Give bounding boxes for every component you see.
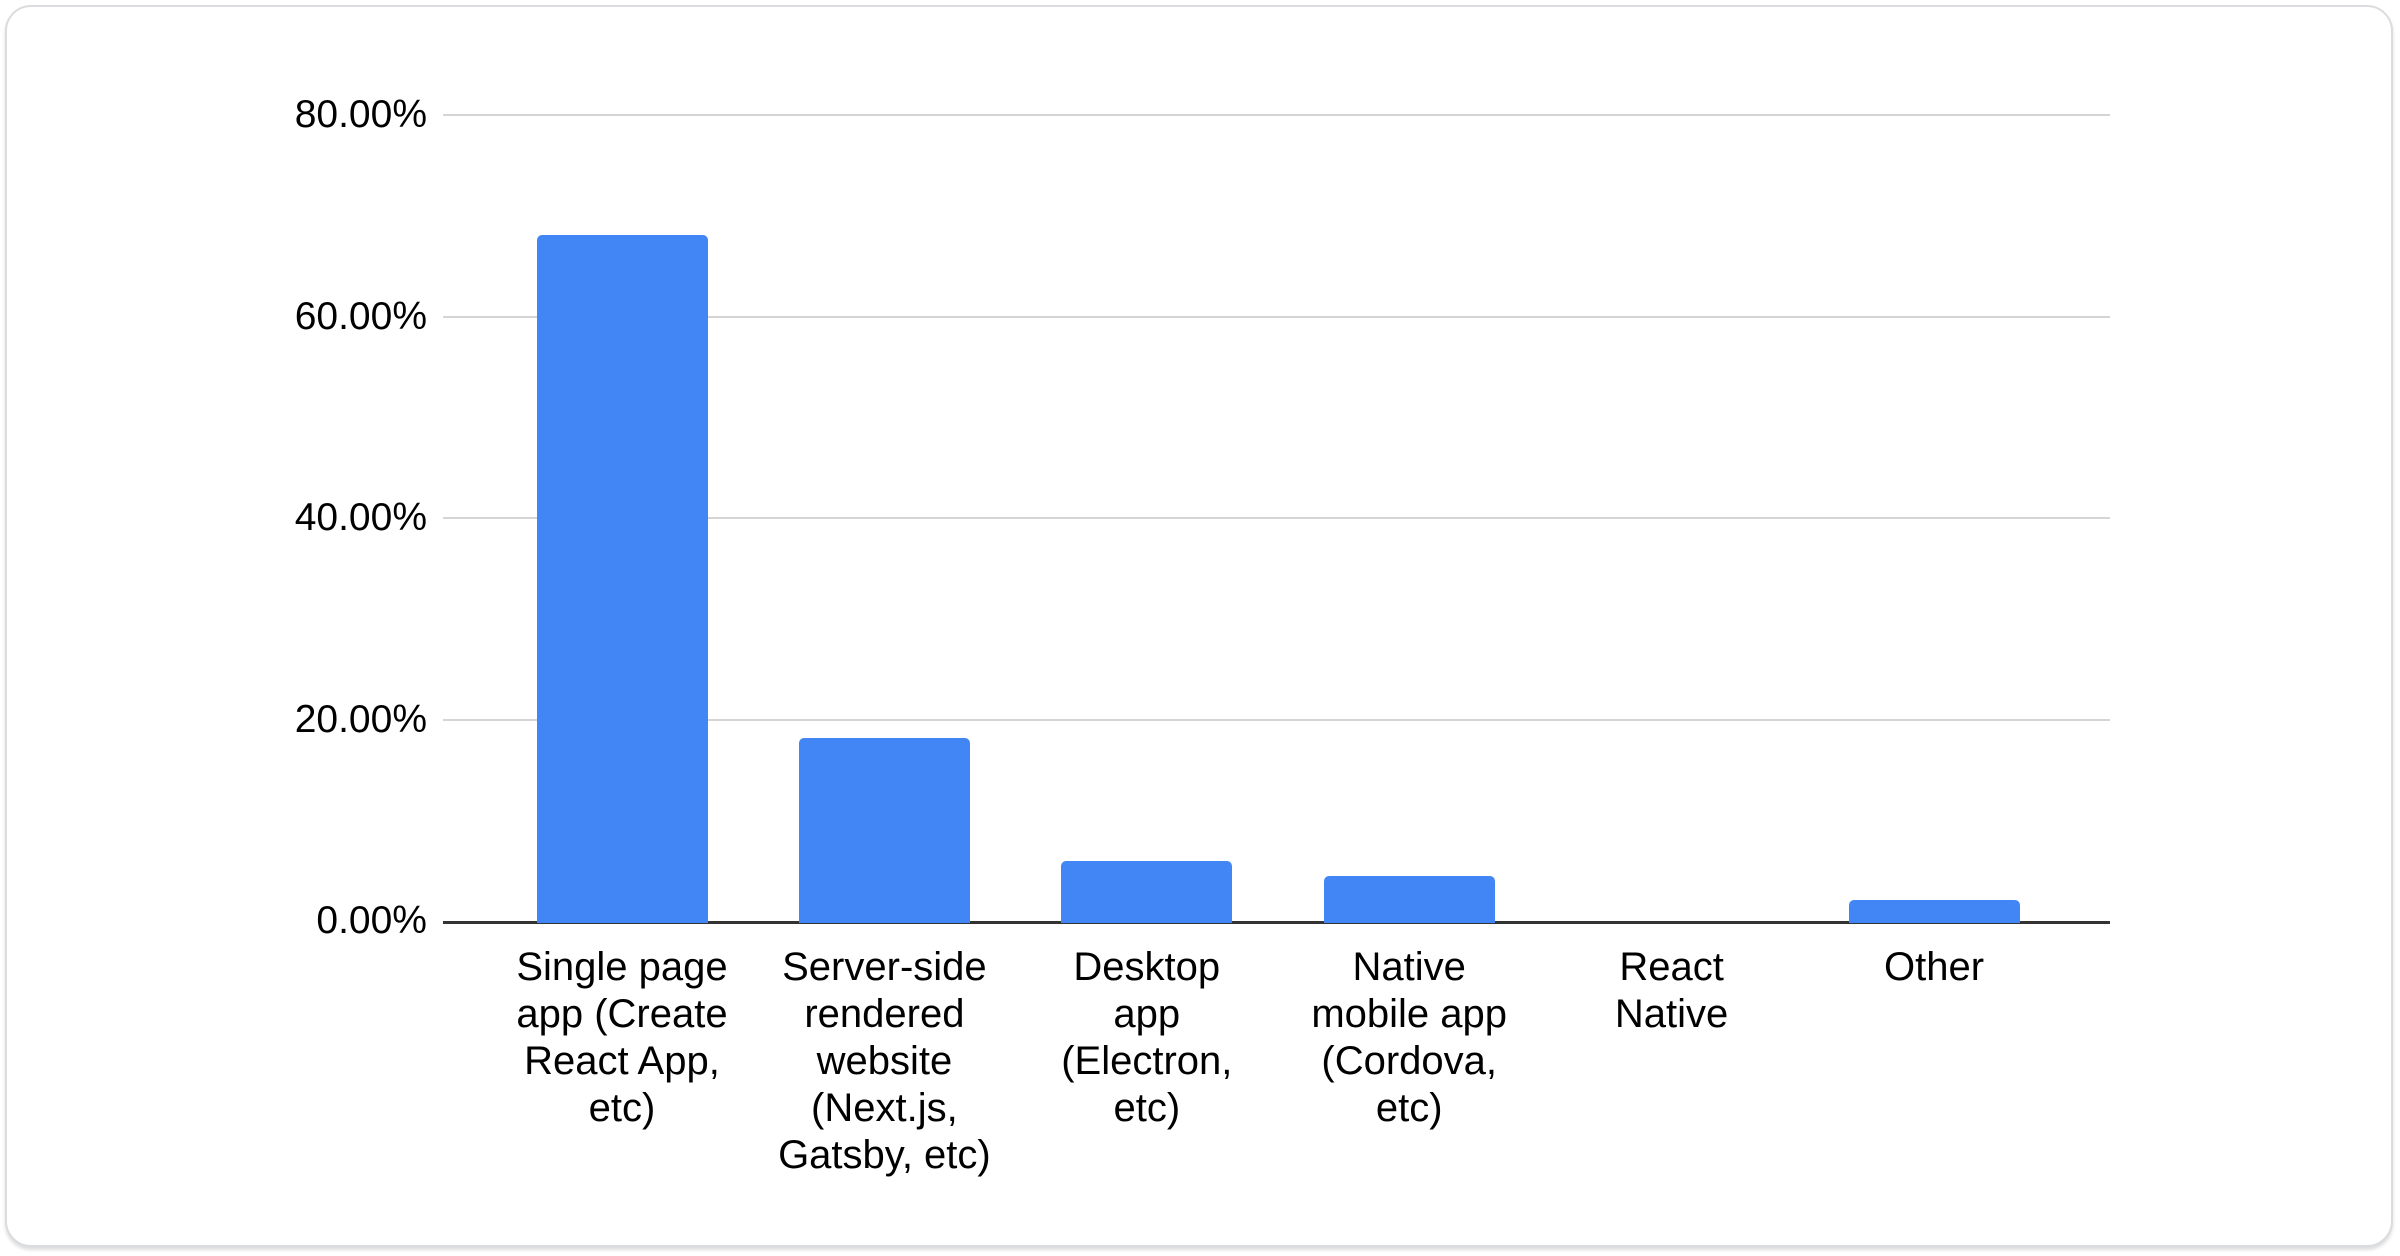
bar-1[interactable]: [798, 737, 970, 923]
y-axis-tick-label: 20.00%: [294, 697, 427, 741]
bar-5[interactable]: [1848, 899, 2020, 923]
y-axis-tick-label: 80.00%: [294, 93, 427, 136]
chart-card: [5, 5, 2393, 1247]
y-axis-tick-label: 40.00%: [294, 496, 427, 539]
grid-line-80: [443, 114, 2110, 116]
bar-2[interactable]: [1061, 860, 1233, 923]
x-axis-category-label: Single page app (Create React App, etc): [516, 945, 728, 1130]
grid-line-60: [443, 315, 2110, 318]
x-axis-category-label: Other: [1883, 945, 1985, 989]
x-axis-category-label: Native mobile app (Cordova, etc): [1311, 945, 1508, 1130]
y-axis-tick-label: 60.00%: [294, 294, 427, 338]
x-axis-category-label: Server-side rendered website (Next.js, G…: [778, 945, 991, 1177]
x-axis-baseline: [443, 921, 2110, 924]
x-axis-category-label: Desktop app (Electron, etc): [1061, 945, 1233, 1130]
grid-line-40: [443, 517, 2110, 519]
bar-0[interactable]: [536, 234, 708, 923]
x-axis-category-label: React Native: [1614, 945, 1729, 1036]
grid-line-20: [443, 718, 2110, 721]
bar-3[interactable]: [1323, 875, 1495, 923]
y-axis-tick-label: 0.00%: [316, 899, 427, 942]
